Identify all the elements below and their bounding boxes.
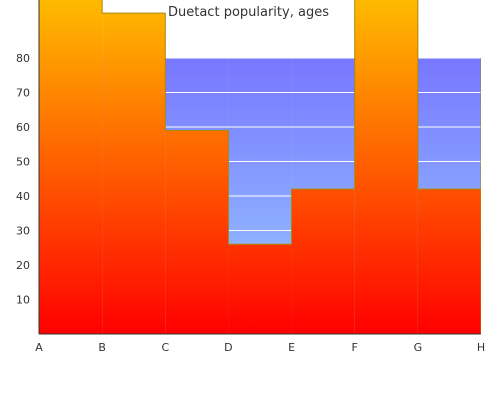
x-tick-labels: A B C D E F G H [35,341,485,354]
y-tick-label-60: 60 [16,121,30,134]
x-tick-label-A: A [35,341,43,354]
x-tick-label-E: E [288,341,295,354]
y-tick-label-30: 30 [16,225,30,238]
x-tick-label-C: C [161,341,169,354]
y-tick-label-50: 50 [16,156,30,169]
lower-area-layer [39,0,481,334]
chart-title: Duetact popularity, ages [168,5,329,20]
y-tick-labels: 10 20 30 40 50 60 70 80 [16,52,30,307]
lower-area-step-F [354,0,418,334]
x-tick-label-H: H [477,341,485,354]
y-tick-label-80: 80 [16,52,30,65]
y-tick-label-70: 70 [16,87,30,100]
x-tick-label-B: B [98,341,106,354]
step-line [39,0,481,334]
plot-area [39,0,481,334]
x-tick-label-D: D [224,341,232,354]
lower-area-step-D [228,244,292,334]
y-tick-label-10: 10 [16,294,30,307]
lower-area-step-C [165,130,229,334]
lower-area-step-E [291,189,355,334]
y-tick-label-20: 20 [16,259,30,272]
lower-area-step-A [39,0,103,334]
axes [38,0,481,335]
lower-area-step-B [102,13,166,334]
lower-area-step-G [417,189,481,334]
x-tick-label-F: F [352,341,358,354]
y-tick-label-40: 40 [16,190,30,203]
x-tick-label-G: G [414,341,423,354]
